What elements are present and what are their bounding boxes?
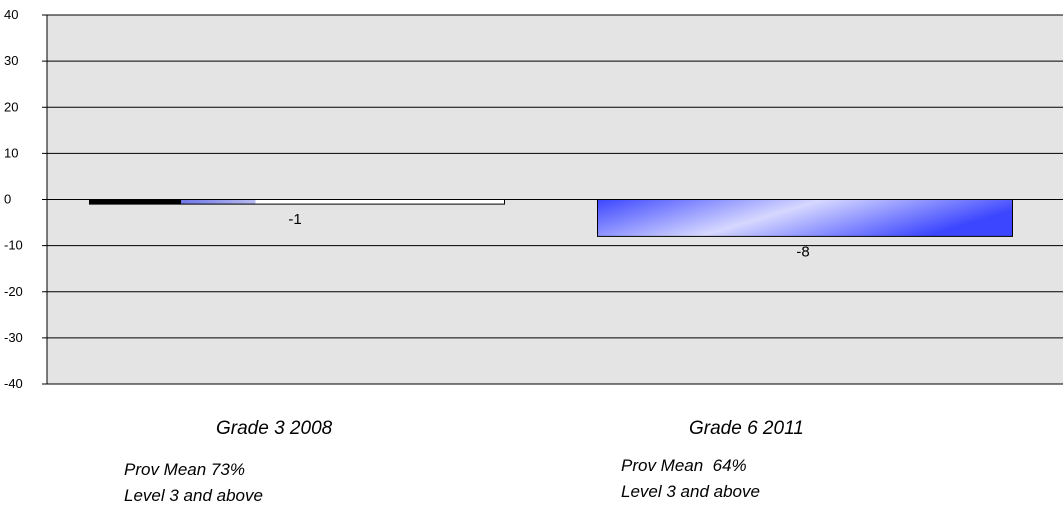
y-tick-label: 40 (4, 7, 18, 22)
note-prov-mean: Prov Mean 73% (124, 460, 245, 479)
category-label-grade-3-2008: Grade 3 2008 (216, 418, 333, 439)
y-tick-label: -30 (4, 330, 23, 345)
note-grade-6: Prov Mean 64% Level 3 and above (621, 453, 760, 505)
y-tick-label: 0 (4, 192, 11, 207)
y-tick-label: 30 (4, 53, 18, 68)
bar-chart: 40 30 20 10 0 -10 -20 -30 -40 -1 -8 (4, 7, 1063, 391)
y-tick-label: -20 (4, 284, 23, 299)
y-axis-ticks: 40 30 20 10 0 -10 -20 -30 -40 (4, 7, 23, 391)
bar-1 (89, 199, 505, 205)
data-labels: -1 -8 (288, 211, 809, 260)
data-label-1: -1 (288, 211, 301, 228)
note-level: Level 3 and above (621, 482, 760, 501)
note-grade-3: Prov Mean 73% Level 3 and above (124, 457, 263, 509)
note-prov-mean: Prov Mean 64% (621, 456, 747, 475)
y-tick-label: -10 (4, 238, 23, 253)
y-tick-label: -40 (4, 376, 23, 391)
y-tick-label: 10 (4, 145, 18, 160)
bar-2 (597, 199, 1013, 237)
category-label-grade-6-2011: Grade 6 2011 (689, 418, 804, 439)
data-label-2: -8 (796, 243, 809, 260)
y-tick-label: 20 (4, 99, 18, 114)
bars (89, 199, 1013, 237)
note-level: Level 3 and above (124, 486, 263, 505)
